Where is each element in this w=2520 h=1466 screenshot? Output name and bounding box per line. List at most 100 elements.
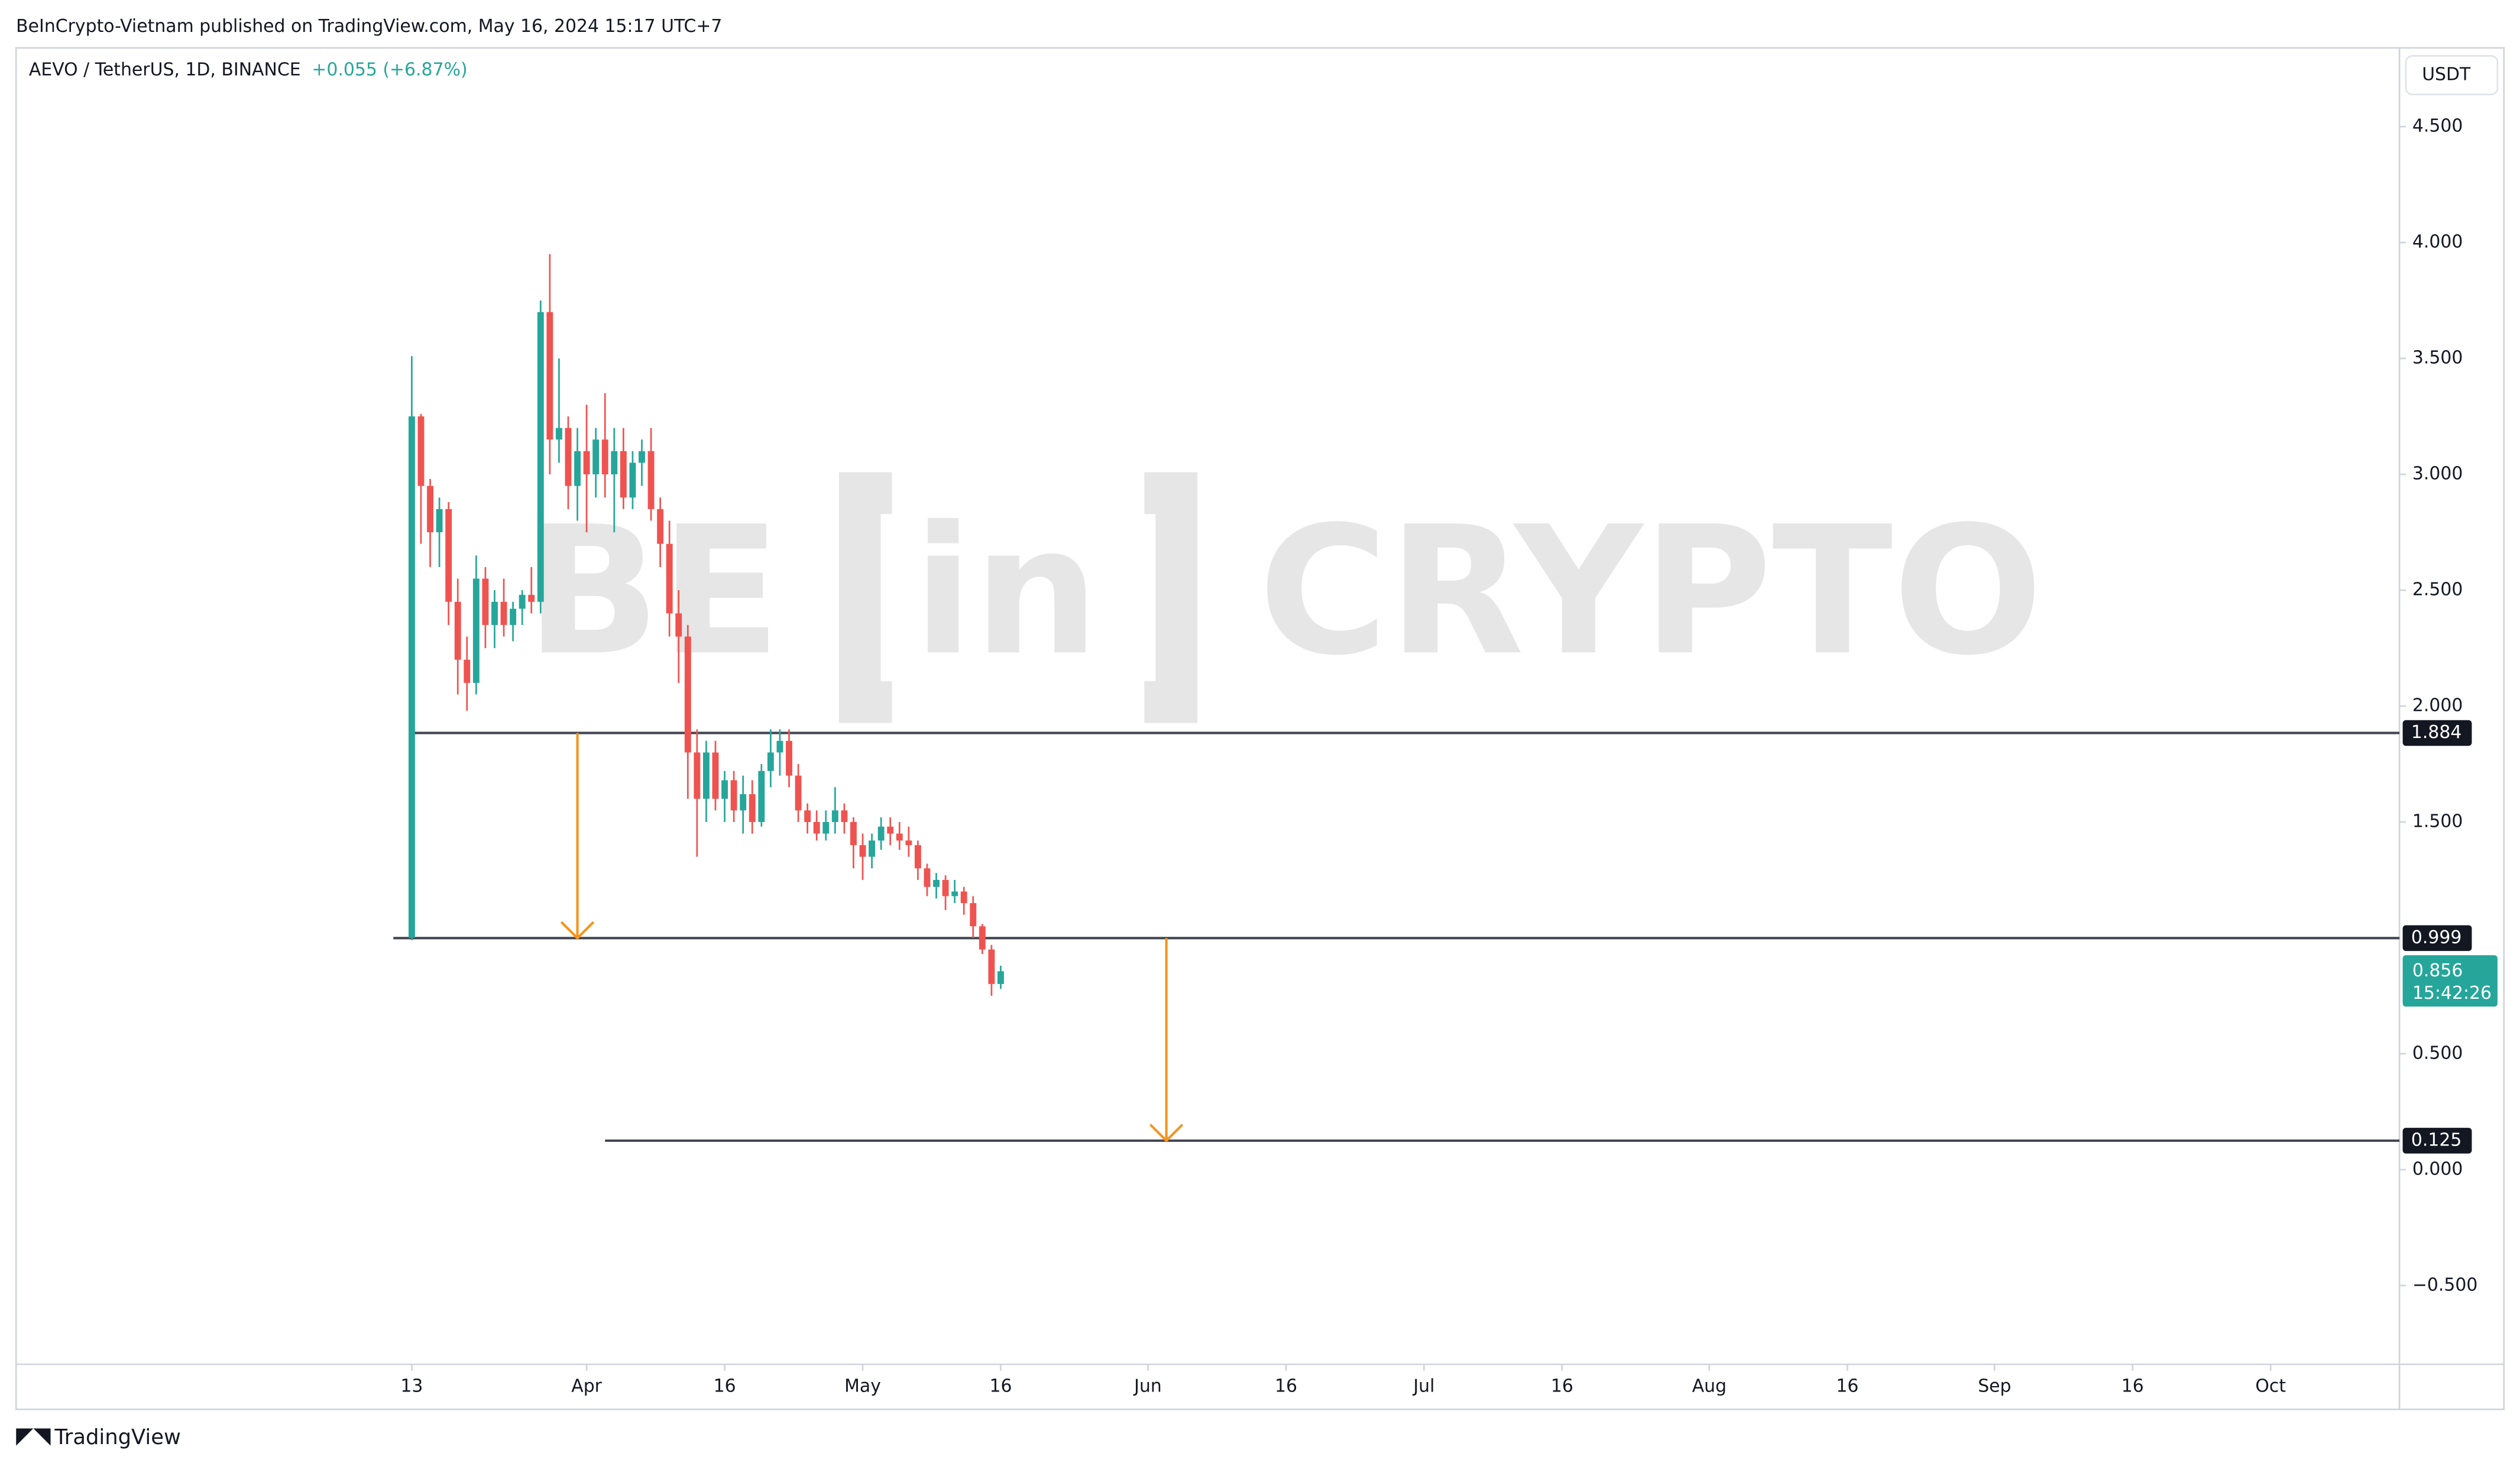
candle-body: [979, 926, 986, 950]
candle-body: [914, 845, 921, 869]
x-tick-label: Sep: [1978, 1376, 2011, 1397]
candle-body: [786, 740, 792, 776]
x-tick-label: 13: [400, 1376, 423, 1397]
candle-body: [472, 578, 480, 683]
arrow-head: [560, 921, 595, 940]
candle-body: [703, 752, 710, 799]
candle-body: [510, 609, 517, 625]
candle-body: [601, 439, 608, 475]
candle-body: [427, 486, 433, 533]
level-label: 0.125: [2411, 1130, 2462, 1150]
last-price-label: 0.856: [2412, 960, 2463, 981]
candle-body: [749, 794, 756, 822]
x-tick-label: Jun: [1133, 1376, 1162, 1397]
last-price-box: [2402, 955, 2498, 1007]
x-tick-label: Jul: [1412, 1376, 1434, 1397]
countdown: 15:42:26: [2412, 983, 2492, 1004]
candle-body: [408, 416, 415, 938]
candle-body: [740, 794, 747, 811]
candle-body: [997, 971, 1004, 984]
symbol: AEVO / TetherUS, 1D, BINANCE: [29, 59, 301, 80]
candle-body: [647, 451, 655, 509]
candle-body: [813, 821, 820, 834]
x-tick-label: 16: [714, 1376, 736, 1397]
candle-body: [730, 780, 737, 811]
x-tick-label: 16: [1551, 1376, 1573, 1397]
candle-body: [988, 949, 995, 984]
y-tick-label: 2.000: [2412, 695, 2463, 716]
x-tick-label: 16: [1836, 1376, 1858, 1397]
y-tick-label: 3.500: [2412, 348, 2463, 368]
y-tick-label: 2.500: [2412, 580, 2463, 600]
footer-logo: ◤◥: [16, 1422, 51, 1448]
candle-body: [712, 752, 719, 799]
candle-body: [877, 826, 885, 841]
candle-body: [417, 416, 425, 486]
x-tick-label: May: [844, 1376, 881, 1397]
candle-body: [850, 821, 857, 846]
candle-body: [445, 509, 452, 602]
candle-body: [583, 451, 590, 475]
candle-body: [924, 868, 931, 887]
candle-body: [776, 740, 783, 753]
x-tick-label: 16: [1275, 1376, 1297, 1397]
candle-body: [592, 439, 600, 475]
candle-body: [546, 312, 553, 440]
level-label: 1.884: [2411, 722, 2462, 743]
y-tick-label: 4.500: [2412, 116, 2463, 137]
candle-body: [841, 810, 848, 822]
level-label: 0.999: [2411, 927, 2462, 948]
y-tick-label: 3.000: [2412, 464, 2463, 484]
candle-body: [905, 840, 912, 846]
footer: TradingView: [54, 1425, 180, 1449]
watermark-text: in: [913, 488, 1099, 694]
candle-body: [574, 451, 581, 486]
candle-body: [721, 780, 728, 799]
currency[interactable]: USDT: [2422, 64, 2471, 85]
candle-body: [611, 451, 618, 475]
y-tick-label: 0.000: [2412, 1158, 2463, 1179]
candle-body: [436, 509, 443, 533]
candle-body: [758, 771, 765, 822]
candle-body: [519, 594, 526, 609]
watermark-bracket: [838, 472, 892, 723]
y-tick-label: 1.500: [2412, 811, 2463, 831]
x-tick-label: 16: [989, 1376, 1012, 1397]
candle-body: [933, 879, 940, 887]
x-tick-label: Apr: [571, 1376, 602, 1397]
y-tick-label: 0.500: [2412, 1043, 2463, 1063]
candle-body: [500, 601, 507, 625]
y-tick-label: 4.000: [2412, 232, 2463, 253]
candle-body: [859, 845, 866, 857]
candle-body: [942, 879, 949, 897]
level-label-box: [2402, 720, 2472, 746]
candle-body: [491, 601, 498, 625]
level-label-box: [2402, 925, 2472, 952]
currency-box[interactable]: [2405, 55, 2499, 96]
candle-body: [666, 543, 673, 614]
attribution: BeInCrypto-Vietnam published on TradingV…: [16, 16, 722, 37]
watermark-text: CRYPTO: [1258, 488, 2043, 694]
watermark-text: BE: [526, 488, 781, 694]
candle-body: [970, 903, 977, 927]
candle-body: [675, 613, 682, 637]
frame: [15, 47, 2505, 1410]
candle-body: [767, 752, 774, 771]
candle-body: [537, 312, 544, 602]
candle-body: [795, 775, 802, 811]
candle-body: [657, 509, 664, 544]
candle-body: [822, 821, 830, 834]
candle-body: [694, 752, 701, 799]
candle-body: [620, 451, 627, 498]
level-label-box: [2402, 1128, 2472, 1154]
x-tick-label: 16: [2121, 1376, 2144, 1397]
candle-body: [565, 428, 572, 486]
candle-body: [555, 428, 562, 440]
candle-body: [887, 826, 894, 834]
candle-body: [464, 659, 471, 683]
candle-body: [454, 601, 461, 660]
candle-body: [869, 840, 876, 857]
watermark: BE in CRYPTO: [526, 472, 2043, 723]
candle-body: [831, 810, 838, 822]
candle-body: [629, 462, 636, 498]
